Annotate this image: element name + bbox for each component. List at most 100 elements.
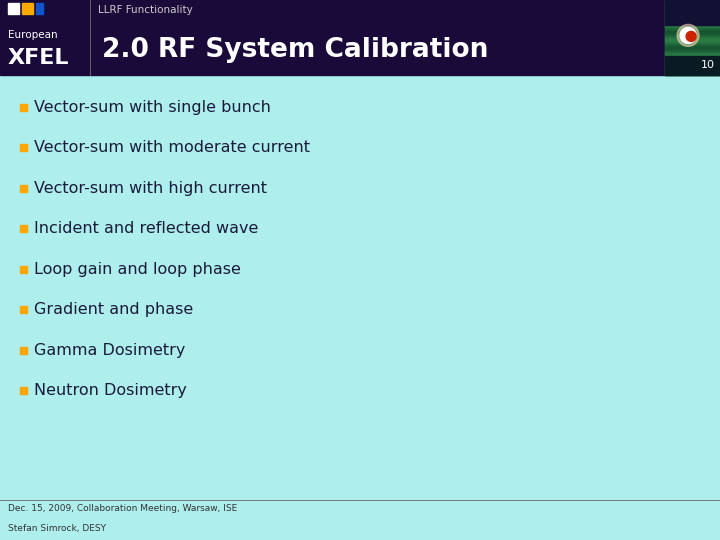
Bar bbox=[665, 53, 720, 54]
Bar bbox=[665, 18, 720, 19]
Bar bbox=[665, 32, 720, 33]
Bar bbox=[665, 16, 720, 17]
Bar bbox=[665, 66, 720, 67]
Bar bbox=[665, 59, 720, 60]
Text: XFEL: XFEL bbox=[8, 49, 70, 69]
Text: Neutron Dosimetry: Neutron Dosimetry bbox=[34, 383, 187, 399]
Text: Vector-sum with moderate current: Vector-sum with moderate current bbox=[34, 140, 310, 156]
Bar bbox=[20, 185, 27, 192]
Text: Vector-sum with single bunch: Vector-sum with single bunch bbox=[34, 100, 271, 115]
Bar bbox=[665, 17, 720, 18]
Bar bbox=[665, 31, 720, 32]
Text: Incident and reflected wave: Incident and reflected wave bbox=[34, 221, 258, 237]
Bar bbox=[20, 387, 27, 394]
Bar bbox=[20, 306, 27, 313]
Bar bbox=[20, 225, 27, 232]
Bar bbox=[665, 55, 720, 56]
Bar bbox=[36, 3, 43, 14]
Bar bbox=[665, 39, 720, 40]
Bar bbox=[665, 1, 720, 2]
Circle shape bbox=[686, 31, 696, 42]
Bar bbox=[665, 7, 720, 8]
Bar bbox=[665, 4, 720, 5]
Bar bbox=[665, 67, 720, 68]
Bar bbox=[20, 144, 27, 151]
Bar bbox=[665, 3, 720, 4]
Text: Vector-sum with high current: Vector-sum with high current bbox=[34, 181, 267, 195]
Bar bbox=[20, 266, 27, 273]
Bar bbox=[665, 74, 720, 75]
Bar bbox=[665, 62, 720, 63]
Bar bbox=[665, 72, 720, 73]
Bar bbox=[665, 50, 720, 51]
Bar bbox=[665, 9, 720, 10]
Bar bbox=[665, 68, 720, 69]
Bar bbox=[665, 70, 720, 71]
Bar bbox=[20, 104, 27, 111]
Bar bbox=[665, 35, 720, 36]
Bar bbox=[665, 45, 720, 46]
Bar bbox=[665, 44, 720, 45]
Text: 10: 10 bbox=[701, 60, 715, 70]
Bar bbox=[665, 65, 720, 66]
Bar bbox=[665, 0, 720, 25]
Bar bbox=[665, 56, 720, 75]
Circle shape bbox=[680, 28, 696, 43]
Text: European: European bbox=[8, 30, 58, 40]
Bar bbox=[665, 47, 720, 48]
Bar bbox=[665, 8, 720, 9]
Bar bbox=[22, 3, 33, 14]
Bar bbox=[665, 34, 720, 35]
Bar bbox=[0, 0, 720, 75]
Bar bbox=[665, 36, 720, 37]
Bar bbox=[665, 15, 720, 16]
Bar bbox=[665, 63, 720, 64]
Bar bbox=[665, 21, 720, 22]
Bar bbox=[665, 29, 720, 30]
Bar bbox=[665, 0, 720, 1]
Bar bbox=[665, 33, 720, 34]
Bar bbox=[665, 0, 720, 75]
Text: 2.0 RF System Calibration: 2.0 RF System Calibration bbox=[102, 37, 488, 63]
Bar bbox=[665, 52, 720, 53]
Bar bbox=[665, 26, 720, 27]
Bar bbox=[665, 6, 720, 7]
Text: Dec. 15, 2009, Collaboration Meeting, Warsaw, ISE: Dec. 15, 2009, Collaboration Meeting, Wa… bbox=[8, 504, 238, 514]
Bar bbox=[665, 60, 720, 61]
Bar bbox=[665, 13, 720, 14]
Text: Stefan Simrock, DESY: Stefan Simrock, DESY bbox=[8, 524, 106, 534]
Bar bbox=[665, 42, 720, 43]
Text: Loop gain and loop phase: Loop gain and loop phase bbox=[34, 262, 241, 276]
Bar bbox=[665, 19, 720, 20]
Bar bbox=[665, 25, 720, 26]
Bar bbox=[665, 71, 720, 72]
Bar bbox=[665, 43, 720, 44]
Bar bbox=[665, 57, 720, 58]
Bar bbox=[665, 54, 720, 55]
Bar bbox=[20, 347, 27, 354]
Bar bbox=[665, 48, 720, 49]
Bar bbox=[665, 27, 720, 28]
Bar bbox=[665, 64, 720, 65]
Bar bbox=[665, 41, 720, 42]
Text: Gradient and phase: Gradient and phase bbox=[34, 302, 193, 317]
Bar bbox=[665, 73, 720, 74]
Bar bbox=[665, 46, 720, 47]
Bar bbox=[665, 10, 720, 11]
Bar bbox=[665, 28, 720, 29]
Bar bbox=[665, 11, 720, 12]
Bar bbox=[665, 56, 720, 57]
Circle shape bbox=[677, 24, 699, 46]
Bar bbox=[665, 38, 720, 39]
Bar bbox=[665, 2, 720, 3]
Bar bbox=[665, 51, 720, 52]
Text: LLRF Functionality: LLRF Functionality bbox=[98, 5, 193, 15]
Bar bbox=[665, 49, 720, 50]
Bar bbox=[665, 22, 720, 23]
Bar bbox=[665, 12, 720, 13]
Bar bbox=[665, 5, 720, 6]
Bar bbox=[665, 40, 720, 41]
Bar bbox=[8, 3, 19, 14]
Bar bbox=[665, 69, 720, 70]
Bar bbox=[665, 24, 720, 25]
